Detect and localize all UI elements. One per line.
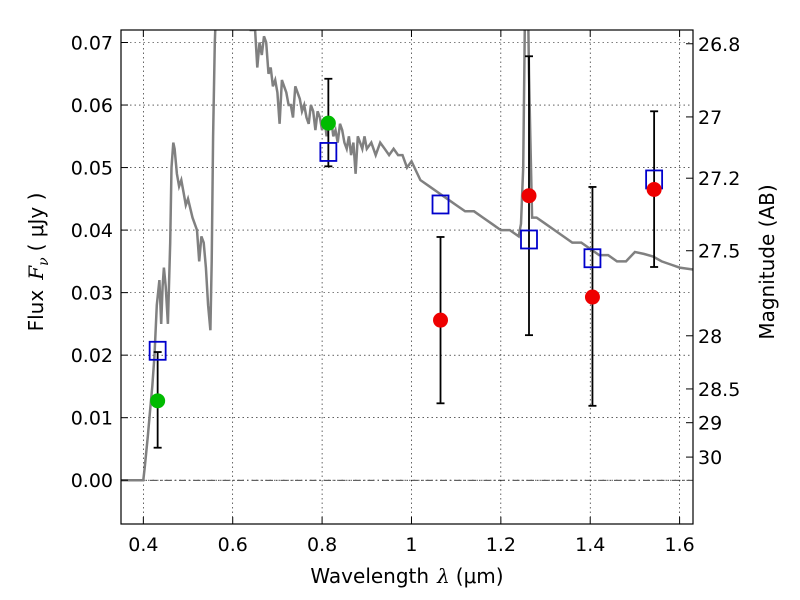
model-sed-line <box>121 30 693 482</box>
magnitude-tick-label: 26.8 <box>698 34 740 56</box>
x-tick-label: 1.6 <box>664 534 694 556</box>
y-axis-label-text: Flux <box>24 290 48 332</box>
y-tick-label: 0.05 <box>71 158 113 180</box>
non-detection-point <box>584 289 600 305</box>
y-tick-label: 0.01 <box>71 408 113 430</box>
model-flux-square <box>148 340 167 361</box>
model-flux-square <box>520 229 538 250</box>
x-axis-label-symbol: λ <box>436 564 450 588</box>
y-tick-label: 0.06 <box>71 95 113 117</box>
non-detection-point <box>521 188 537 204</box>
y-tick-label: 0.03 <box>71 283 113 305</box>
x-tick-label: 1 <box>405 534 417 556</box>
x-tick-label: 1.2 <box>486 534 516 556</box>
model-flux-square <box>431 194 450 215</box>
x-axis-label-text: Wavelength <box>310 564 429 588</box>
plot-frame <box>120 29 694 525</box>
x-tick-label: 0.6 <box>218 534 248 556</box>
non-detection-point <box>433 312 449 328</box>
detection-point <box>320 115 336 131</box>
model-flux-square <box>583 248 602 269</box>
magnitude-tick-label: 27 <box>698 107 722 129</box>
y-tick-label: 0.07 <box>71 33 113 55</box>
axis-ticks: 0.4 0.6 0.8 1 1.2 1.4 1.6 0.00 0.01 0.02 0.03 0.04 0… <box>71 30 740 556</box>
x-tick-label: 0.4 <box>128 534 158 556</box>
y-tick-label: 0.02 <box>71 345 113 367</box>
y-axis-label-unit: ( μJy ) <box>24 193 48 252</box>
y-axis-label-subscript: ν <box>36 257 52 266</box>
magnitude-tick-label: 27.2 <box>698 168 740 190</box>
y-tick-label: 0.04 <box>71 220 113 242</box>
x-tick-label: 0.8 <box>307 534 337 556</box>
y-axis-label-symbol: F <box>24 265 48 281</box>
observed-flux-markers <box>150 115 662 409</box>
y2-axis-label: Magnitude (AB) <box>755 184 779 339</box>
magnitude-tick-label: 27.5 <box>698 241 740 263</box>
magnitude-tick-label: 29 <box>698 413 722 435</box>
x-axis-label: Wavelength λ (μm) <box>310 564 503 588</box>
model-flux-square <box>319 142 338 162</box>
non-detection-point <box>646 181 662 197</box>
magnitude-tick-label: 28 <box>698 326 722 348</box>
x-axis-label-unit: (μm) <box>456 564 504 588</box>
magnitude-tick-label: 30 <box>698 447 722 469</box>
grid <box>121 30 693 524</box>
y-axis-label: Flux Fν ( μJy ) <box>24 193 52 332</box>
y-tick-label: 0.00 <box>71 470 113 492</box>
x-tick-label: 1.4 <box>575 534 605 556</box>
detection-point <box>150 393 166 409</box>
plot-area <box>121 30 693 482</box>
magnitude-tick-label: 28.5 <box>698 379 740 401</box>
